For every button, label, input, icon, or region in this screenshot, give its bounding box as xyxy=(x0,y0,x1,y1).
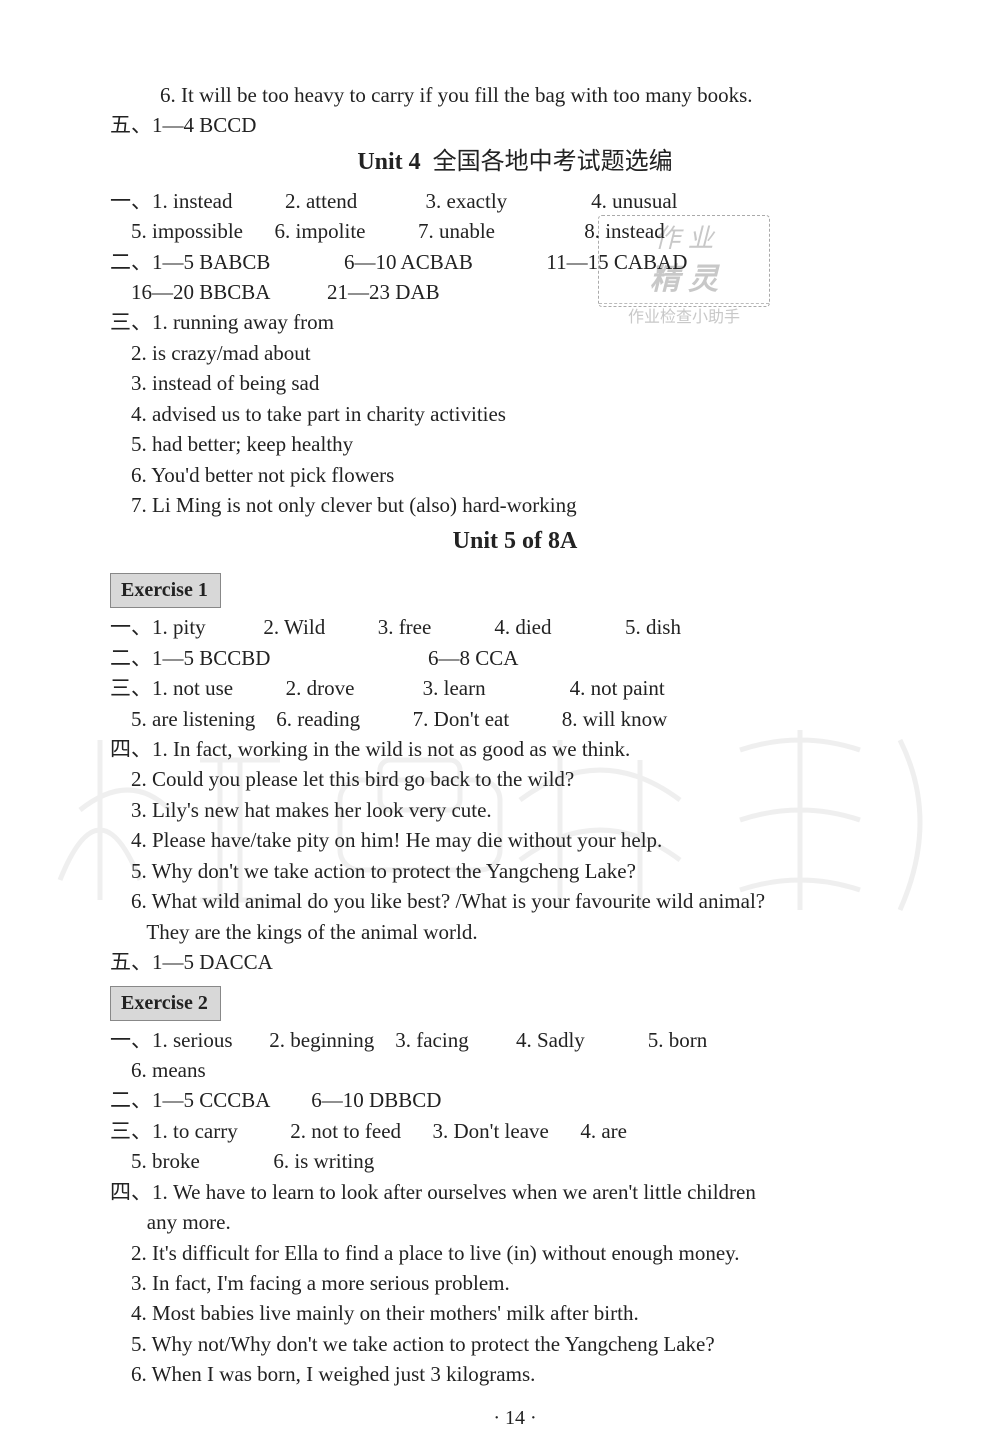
ex1-two: 二、1—5 BCCBD 6—8 CCA xyxy=(110,643,920,673)
ex1-four-r7: They are the kings of the animal world. xyxy=(110,917,920,947)
u4-three-r1: 三、1. running away from xyxy=(110,307,920,337)
top-line-6: 6. It will be too heavy to carry if you … xyxy=(110,80,920,110)
u4-three-r5: 5. had better; keep healthy xyxy=(110,429,920,459)
ex2-one-r1: 一、1. serious 2. beginning 3. facing 4. S… xyxy=(110,1025,920,1055)
u4-three-r4: 4. advised us to take part in charity ac… xyxy=(110,399,920,429)
ex2-four-r6: 6. When I was born, I weighed just 3 kil… xyxy=(110,1359,920,1389)
ex1-four-r1: 四、1. In fact, working in the wild is not… xyxy=(110,734,920,764)
ex2-three-r2: 5. broke 6. is writing xyxy=(110,1146,920,1176)
ex1-five: 五、1—5 DACCA xyxy=(110,947,920,977)
ex2-four-r5: 5. Why not/Why don't we take action to p… xyxy=(110,1329,920,1359)
u4-three-r7: 7. Li Ming is not only clever but (also)… xyxy=(110,490,920,520)
ex1-four-r6: 6. What wild animal do you like best? /W… xyxy=(110,886,920,916)
ex2-four-r1b: any more. xyxy=(110,1207,920,1237)
ex1-four-r3: 3. Lily's new hat makes her look very cu… xyxy=(110,795,920,825)
ex2-four-r3: 3. In fact, I'm facing a more serious pr… xyxy=(110,1268,920,1298)
ex1-one: 一、1. pity 2. Wild 3. free 4. died 5. dis… xyxy=(110,612,920,642)
ex2-two: 二、1—5 CCCBA 6—10 DBBCD xyxy=(110,1085,920,1115)
u4-two-r2: 16—20 BBCBA 21—23 DAB xyxy=(110,277,920,307)
u4-one-r2: 5. impossible 6. impolite 7. unable 8. i… xyxy=(110,216,920,246)
u4-three-r6: 6. You'd better not pick flowers xyxy=(110,460,920,490)
exercise-2-label: Exercise 2 xyxy=(110,986,221,1021)
u4-one-r1: 一、1. instead 2. attend 3. exactly 4. unu… xyxy=(110,186,920,216)
ex2-three-r1: 三、1. to carry 2. not to feed 3. Don't le… xyxy=(110,1116,920,1146)
ex1-three-r2: 5. are listening 6. reading 7. Don't eat… xyxy=(110,704,920,734)
u4-two-r1: 二、1—5 BABCB 6—10 ACBAB 11—15 CABAD xyxy=(110,247,920,277)
ex1-three-r1: 三、1. not use 2. drove 3. learn 4. not pa… xyxy=(110,673,920,703)
ex1-four-r5: 5. Why don't we take action to protect t… xyxy=(110,856,920,886)
unit4-title: Unit 4 Unit 4 全国各地中考试题选编全国各地中考试题选编 xyxy=(110,145,920,180)
ex2-four-r2: 2. It's difficult for Ella to find a pla… xyxy=(110,1238,920,1268)
ex2-four-r4: 4. Most babies live mainly on their moth… xyxy=(110,1298,920,1328)
ex2-one-r2: 6. means xyxy=(110,1055,920,1085)
unit5-title: Unit 5 of 8A xyxy=(110,524,920,559)
ex1-four-r4: 4. Please have/take pity on him! He may … xyxy=(110,825,920,855)
ex2-four-r1: 四、1. We have to learn to look after ours… xyxy=(110,1177,920,1207)
exercise-1-label: Exercise 1 xyxy=(110,573,221,608)
ex1-four-r2: 2. Could you please let this bird go bac… xyxy=(110,764,920,794)
page-number: · 14 · xyxy=(110,1404,920,1433)
u4-three-r2: 2. is crazy/mad about xyxy=(110,338,920,368)
u4-three-r3: 3. instead of being sad xyxy=(110,368,920,398)
section-five-answers: 五、1—4 BCCD xyxy=(110,110,920,140)
